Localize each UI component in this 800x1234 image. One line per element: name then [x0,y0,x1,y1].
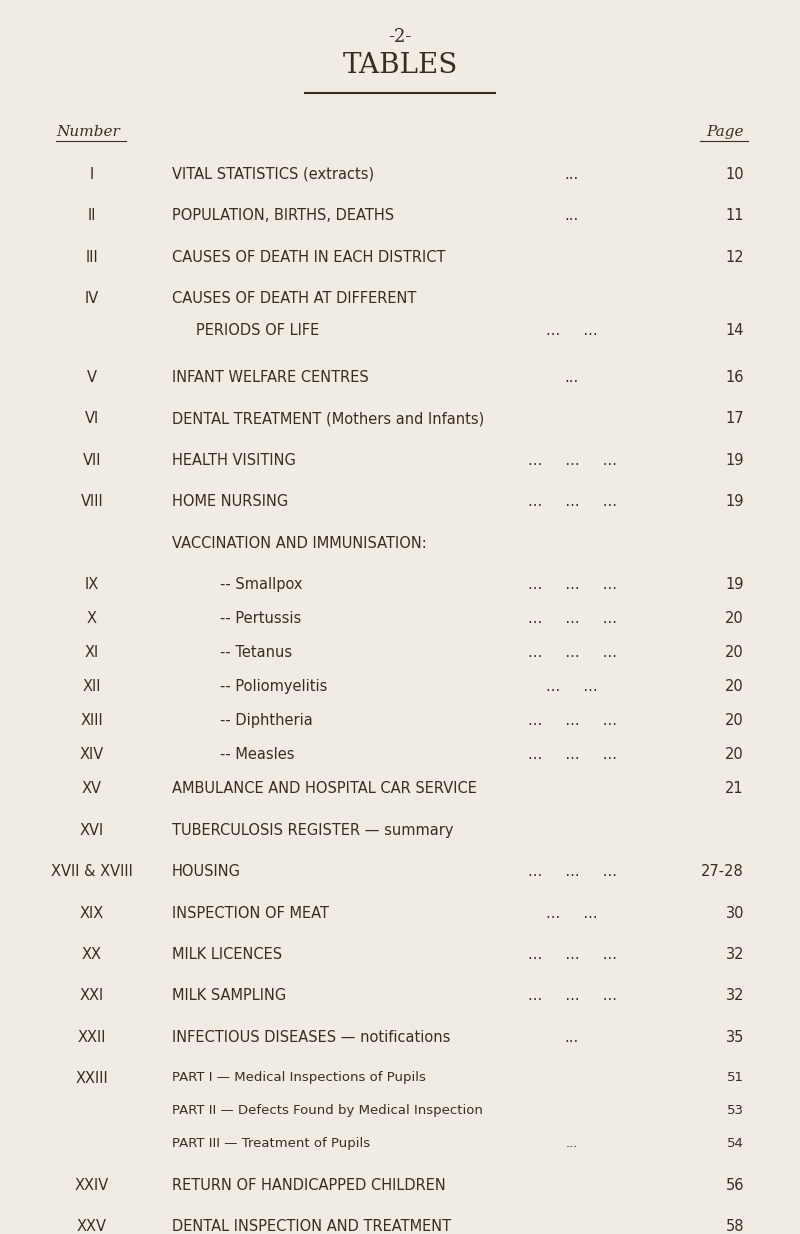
Text: XXV: XXV [77,1219,107,1234]
Text: CAUSES OF DEATH IN EACH DISTRICT: CAUSES OF DEATH IN EACH DISTRICT [172,249,446,264]
Text: MILK SAMPLING: MILK SAMPLING [172,988,286,1003]
Text: 51: 51 [727,1071,744,1085]
Text: XIX: XIX [80,906,104,921]
Text: HOUSING: HOUSING [172,864,241,880]
Text: 10: 10 [726,167,744,181]
Text: INFANT WELFARE CENTRES: INFANT WELFARE CENTRES [172,370,369,385]
Text: VIII: VIII [81,495,103,510]
Text: PART II — Defects Found by Medical Inspection: PART II — Defects Found by Medical Inspe… [172,1104,483,1117]
Text: XXIV: XXIV [75,1178,109,1193]
Text: HOME NURSING: HOME NURSING [172,495,288,510]
Text: -- Poliomyelitis: -- Poliomyelitis [220,679,327,695]
Text: PERIODS OF LIFE: PERIODS OF LIFE [196,322,319,338]
Text: ...: ... [565,1030,579,1045]
Text: 32: 32 [726,946,744,963]
Text: TABLES: TABLES [342,52,458,79]
Text: 19: 19 [726,578,744,592]
Text: V: V [87,370,97,385]
Text: XXIII: XXIII [76,1071,108,1086]
Text: 20: 20 [726,679,744,695]
Text: 20: 20 [726,713,744,728]
Text: ...: ... [565,167,579,181]
Text: 20: 20 [726,645,744,660]
Text: INSPECTION OF MEAT: INSPECTION OF MEAT [172,906,329,921]
Text: ...     ...     ...: ... ... ... [527,495,617,510]
Text: III: III [86,249,98,264]
Text: -- Smallpox: -- Smallpox [220,578,302,592]
Text: XII: XII [82,679,102,695]
Text: XVI: XVI [80,823,104,838]
Text: ...: ... [565,209,579,223]
Text: 56: 56 [726,1178,744,1193]
Text: ...     ...: ... ... [546,322,598,338]
Text: 30: 30 [726,906,744,921]
Text: ...     ...     ...: ... ... ... [527,946,617,963]
Text: INFECTIOUS DISEASES — notifications: INFECTIOUS DISEASES — notifications [172,1030,450,1045]
Text: II: II [88,209,96,223]
Text: 21: 21 [726,781,744,796]
Text: 11: 11 [726,209,744,223]
Text: ...     ...     ...: ... ... ... [527,748,617,763]
Text: 54: 54 [727,1137,744,1150]
Text: ...: ... [566,1137,578,1150]
Text: VACCINATION AND IMMUNISATION:: VACCINATION AND IMMUNISATION: [172,536,426,550]
Text: XXI: XXI [80,988,104,1003]
Text: DENTAL INSPECTION AND TREATMENT: DENTAL INSPECTION AND TREATMENT [172,1219,451,1234]
Text: XXII: XXII [78,1030,106,1045]
Text: TUBERCULOSIS REGISTER — summary: TUBERCULOSIS REGISTER — summary [172,823,454,838]
Text: XI: XI [85,645,99,660]
Text: Page: Page [706,126,744,139]
Text: XV: XV [82,781,102,796]
Text: 17: 17 [726,411,744,427]
Text: PART III — Treatment of Pupils: PART III — Treatment of Pupils [172,1137,370,1150]
Text: 35: 35 [726,1030,744,1045]
Text: PART I — Medical Inspections of Pupils: PART I — Medical Inspections of Pupils [172,1071,426,1085]
Text: VII: VII [82,453,102,468]
Text: ...     ...: ... ... [546,679,598,695]
Text: XIII: XIII [81,713,103,728]
Text: CAUSES OF DEATH AT DIFFERENT: CAUSES OF DEATH AT DIFFERENT [172,291,416,306]
Text: DENTAL TREATMENT (Mothers and Infants): DENTAL TREATMENT (Mothers and Infants) [172,411,484,427]
Text: -- Measles: -- Measles [220,748,294,763]
Text: XX: XX [82,946,102,963]
Text: 20: 20 [726,611,744,626]
Text: ...     ...     ...: ... ... ... [527,864,617,880]
Text: ...     ...     ...: ... ... ... [527,611,617,626]
Text: 19: 19 [726,453,744,468]
Text: -2-: -2- [388,28,412,46]
Text: XIV: XIV [80,748,104,763]
Text: ...     ...     ...: ... ... ... [527,713,617,728]
Text: HEALTH VISITING: HEALTH VISITING [172,453,296,468]
Text: ...     ...     ...: ... ... ... [527,988,617,1003]
Text: ...     ...     ...: ... ... ... [527,645,617,660]
Text: MILK LICENCES: MILK LICENCES [172,946,282,963]
Text: 53: 53 [727,1104,744,1117]
Text: VI: VI [85,411,99,427]
Text: 12: 12 [726,249,744,264]
Text: 20: 20 [726,748,744,763]
Text: 19: 19 [726,495,744,510]
Text: -- Pertussis: -- Pertussis [220,611,302,626]
Text: AMBULANCE AND HOSPITAL CAR SERVICE: AMBULANCE AND HOSPITAL CAR SERVICE [172,781,477,796]
Text: -- Tetanus: -- Tetanus [220,645,292,660]
Text: ...: ... [565,370,579,385]
Text: -- Diphtheria: -- Diphtheria [220,713,313,728]
Text: 32: 32 [726,988,744,1003]
Text: 58: 58 [726,1219,744,1234]
Text: I: I [90,167,94,181]
Text: ...     ...     ...: ... ... ... [527,453,617,468]
Text: XVII & XVIII: XVII & XVIII [51,864,133,880]
Text: IX: IX [85,578,99,592]
Text: Number: Number [56,126,120,139]
Text: VITAL STATISTICS (extracts): VITAL STATISTICS (extracts) [172,167,374,181]
Text: 27-28: 27-28 [702,864,744,880]
Text: POPULATION, BIRTHS, DEATHS: POPULATION, BIRTHS, DEATHS [172,209,394,223]
Text: RETURN OF HANDICAPPED CHILDREN: RETURN OF HANDICAPPED CHILDREN [172,1178,446,1193]
Text: 14: 14 [726,322,744,338]
Text: ...     ...: ... ... [546,906,598,921]
Text: IV: IV [85,291,99,306]
Text: ...     ...     ...: ... ... ... [527,578,617,592]
Text: X: X [87,611,97,626]
Text: 16: 16 [726,370,744,385]
